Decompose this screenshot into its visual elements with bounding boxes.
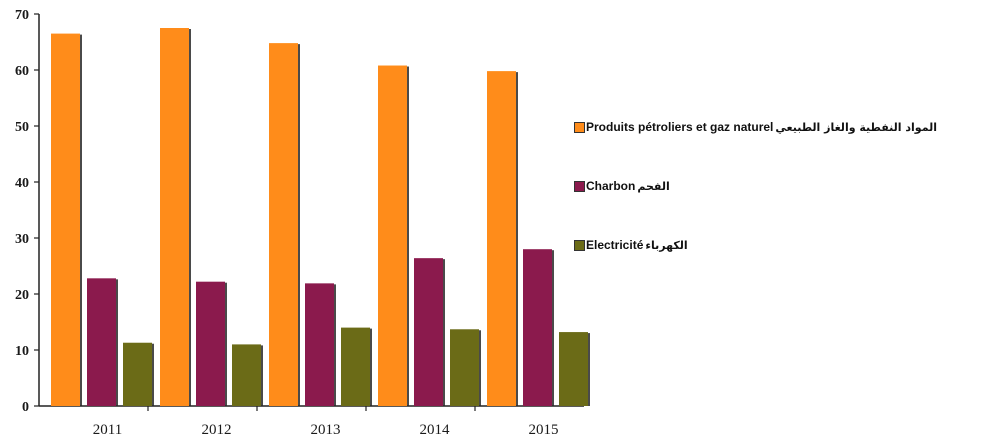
bars [51, 28, 590, 407]
bar [450, 329, 479, 406]
legend-item-petroleum: Produits pétroliers et gaz naturel الموا… [574, 118, 986, 136]
x-tick-label: 2011 [93, 422, 122, 438]
y-tick-label: 0 [22, 400, 29, 415]
legend-swatch-electricity [574, 239, 585, 251]
legend-item-coal: Charbon الفحم [574, 177, 986, 195]
y-tick-label: 40 [15, 176, 29, 191]
bar [378, 65, 407, 407]
legend-label-arabic: المواد النفطية والغاز الطبيعي [775, 120, 937, 134]
y-tick-label: 50 [15, 120, 29, 135]
bar [341, 327, 370, 406]
bar [414, 258, 443, 406]
legend-label-arabic: الفحم [637, 179, 670, 193]
y-tick-label: 20 [15, 288, 29, 303]
legend-swatch-coal [574, 180, 585, 192]
bar [269, 43, 298, 407]
legend-item-electricity: Electricité الكهرباء [574, 236, 986, 254]
x-tick-label: 2013 [311, 422, 341, 438]
legend-label: Produits pétroliers et gaz naturel [586, 120, 774, 134]
legend: Produits pétroliers et gaz naturel الموا… [574, 118, 986, 295]
bar [559, 332, 588, 406]
bar [87, 278, 116, 406]
legend-label-arabic: الكهرباء [645, 238, 688, 252]
x-axis: 2011 2012 2013 2014 2015 [39, 405, 584, 438]
legend-label: Charbon [586, 179, 636, 193]
bar [232, 344, 261, 406]
bar [196, 281, 225, 406]
x-tick-label: 2012 [202, 422, 232, 438]
bar [487, 71, 516, 407]
legend-label: Electricité [586, 238, 644, 252]
bar [51, 33, 80, 406]
bar [160, 28, 189, 406]
bar [123, 342, 152, 406]
legend-swatch-petroleum [574, 121, 585, 133]
x-tick-label: 2015 [529, 422, 559, 438]
y-tick-label: 70 [15, 8, 29, 23]
y-tick-label: 60 [15, 64, 29, 79]
x-tick-label: 2014 [420, 422, 451, 438]
y-axis: 0 10 20 30 40 50 60 70 [15, 8, 40, 415]
bar [523, 249, 552, 406]
bar [305, 283, 334, 406]
y-tick-label: 30 [15, 232, 29, 247]
y-tick-label: 10 [15, 344, 29, 359]
